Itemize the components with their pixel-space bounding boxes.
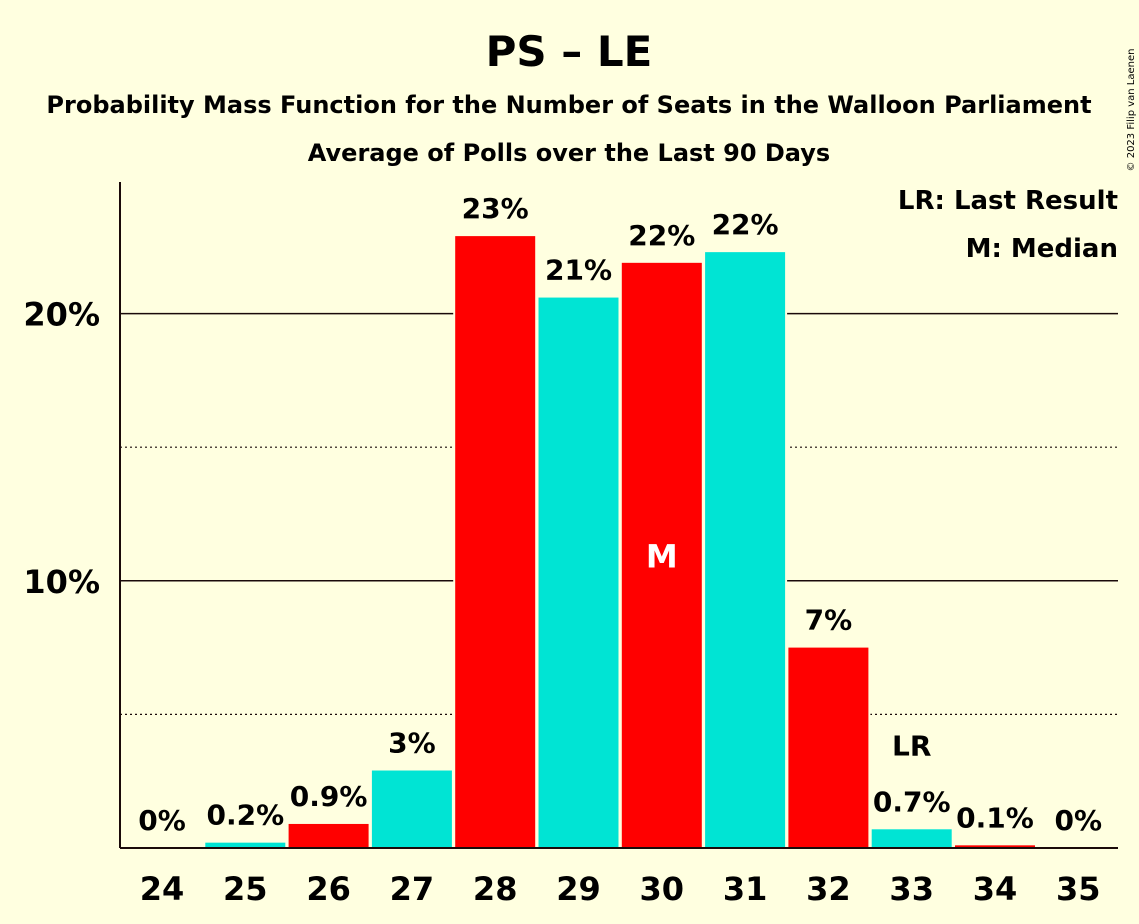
x-tick-label: 33 bbox=[889, 870, 934, 908]
bar bbox=[871, 829, 952, 848]
bar-value-label: 22% bbox=[628, 219, 695, 252]
bar bbox=[705, 252, 786, 849]
x-tick-label: 29 bbox=[556, 870, 601, 908]
x-tick-label: 34 bbox=[973, 870, 1018, 908]
bar bbox=[538, 297, 619, 848]
chart-subtitle-2: Average of Polls over the Last 90 Days bbox=[308, 139, 830, 167]
bar-value-label: 23% bbox=[462, 192, 529, 225]
copyright: © 2023 Filip van Laenen bbox=[1126, 49, 1137, 172]
bar bbox=[455, 236, 536, 848]
chart-title: PS – LE bbox=[486, 27, 653, 76]
bar-value-label: 21% bbox=[545, 254, 612, 287]
bar-value-label: 0.7% bbox=[873, 785, 951, 818]
value-labels: 0% 24 0.2% 25 0.9% 26 3% 27 23% 28 21% 29 22% 30 M 22% 3… bbox=[138, 192, 1102, 908]
x-tick-label: 26 bbox=[306, 870, 351, 908]
x-tick-label: 25 bbox=[223, 870, 268, 908]
bar-value-label: 0.1% bbox=[956, 801, 1034, 834]
bar-value-label: 7% bbox=[805, 604, 853, 637]
median-marker: M bbox=[646, 537, 678, 575]
x-tick-label: 31 bbox=[723, 870, 768, 908]
bar-value-label: 0.2% bbox=[206, 799, 284, 832]
chart-subtitle: Probability Mass Function for the Number… bbox=[46, 91, 1091, 119]
last-result-marker: LR bbox=[892, 729, 931, 762]
gridlines: 10% 20% bbox=[23, 296, 1118, 716]
x-tick-label: 32 bbox=[806, 870, 851, 908]
x-tick-label: 24 bbox=[140, 870, 185, 908]
bar bbox=[371, 770, 452, 848]
bar-value-label: 0% bbox=[1055, 804, 1103, 837]
y-tick-label: 10% bbox=[23, 563, 100, 601]
x-tick-label: 35 bbox=[1056, 870, 1101, 908]
bar bbox=[788, 647, 869, 848]
x-tick-label: 27 bbox=[390, 870, 435, 908]
x-tick-label: 28 bbox=[473, 870, 518, 908]
bars bbox=[120, 234, 1121, 849]
legend-last-result: LR: Last Result bbox=[898, 186, 1118, 216]
y-tick-label: 20% bbox=[23, 296, 100, 334]
bar bbox=[621, 262, 702, 848]
bar bbox=[288, 823, 369, 848]
bar bbox=[205, 842, 286, 848]
bar-value-label: 3% bbox=[388, 727, 436, 760]
bar-value-label: 22% bbox=[712, 208, 779, 241]
bar-value-label: 0.9% bbox=[290, 780, 368, 813]
bar-value-label: 0% bbox=[138, 804, 186, 837]
x-tick-label: 30 bbox=[640, 870, 685, 908]
bar bbox=[955, 845, 1035, 848]
legend-median: M: Median bbox=[966, 234, 1118, 264]
axes bbox=[119, 182, 1118, 849]
